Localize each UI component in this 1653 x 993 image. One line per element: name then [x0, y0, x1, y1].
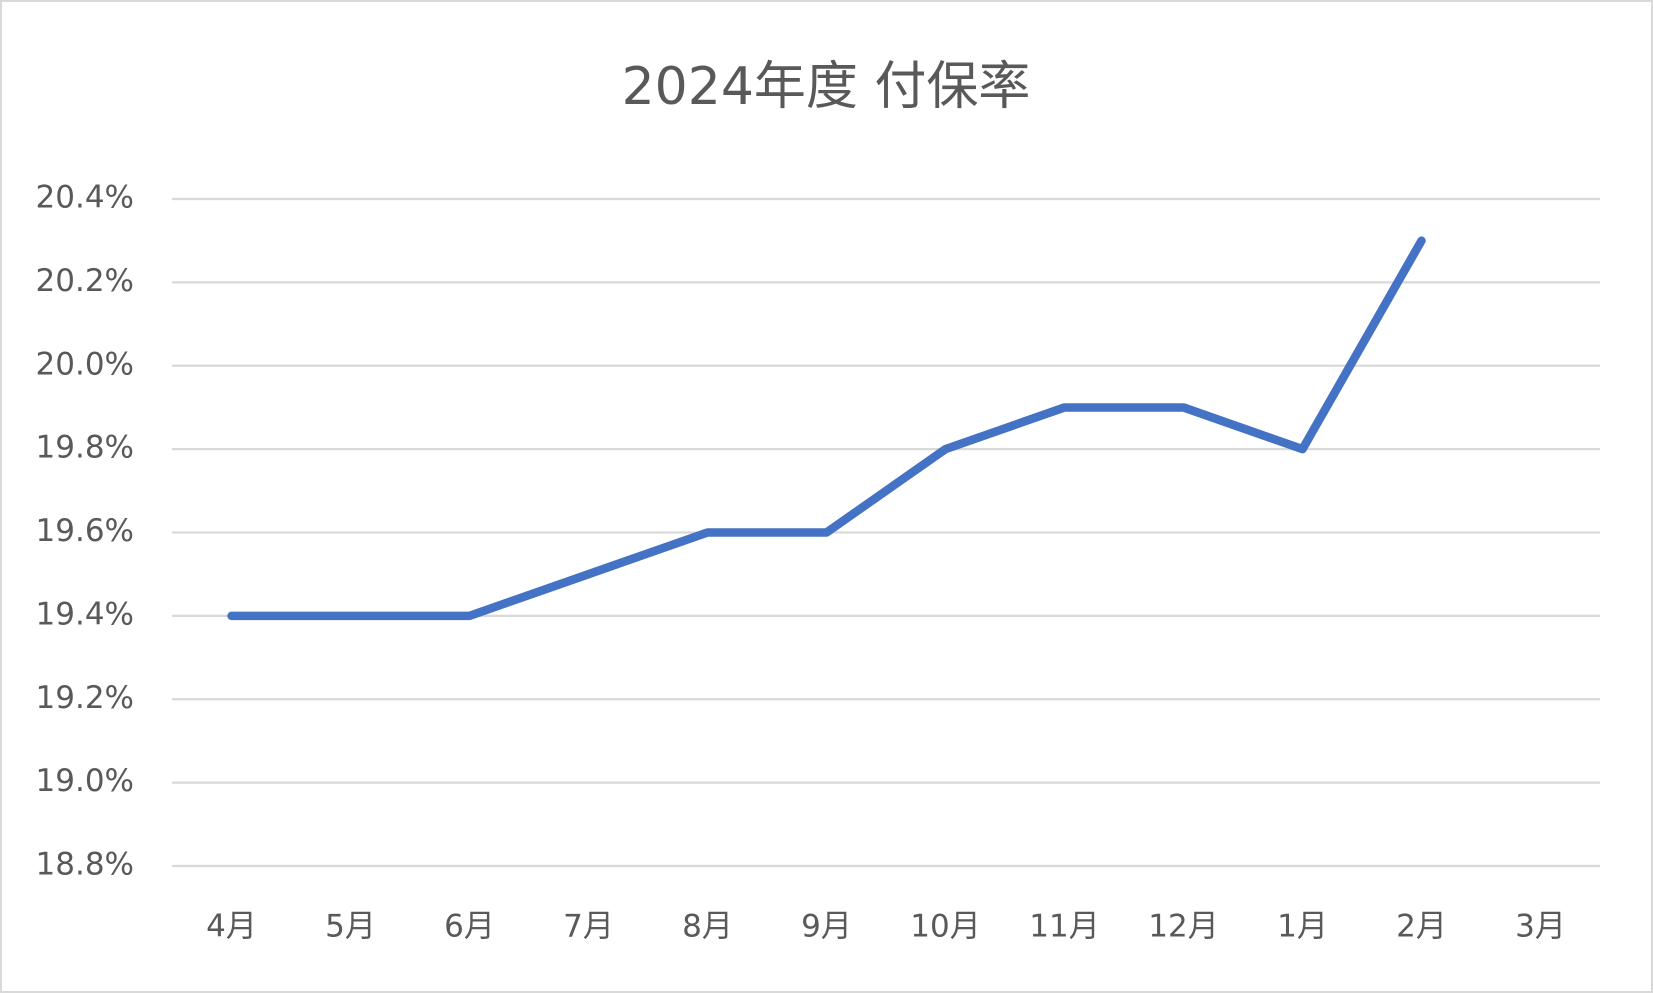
x-tick-label: 10月 — [910, 909, 980, 945]
y-tick-label: 19.0% — [36, 763, 134, 799]
x-tick-label: 7月 — [563, 909, 614, 945]
x-tick-label: 2月 — [1396, 909, 1447, 945]
x-tick-label: 3月 — [1515, 909, 1566, 945]
x-tick-label: 11月 — [1029, 909, 1099, 945]
chart-title: 2024年度 付保率 — [622, 57, 1031, 117]
x-tick-label: 6月 — [444, 909, 495, 945]
x-tick-label: 4月 — [206, 909, 257, 945]
y-tick-label: 19.2% — [36, 680, 134, 716]
x-tick-label: 9月 — [801, 909, 852, 945]
y-tick-label: 19.8% — [36, 430, 134, 466]
x-tick-label: 1月 — [1277, 909, 1328, 945]
data-line — [227, 236, 1426, 621]
y-tick-label: 19.6% — [36, 513, 134, 549]
y-tick-label: 20.2% — [36, 263, 134, 299]
x-tick-label: 8月 — [682, 909, 733, 945]
y-tick-label: 20.0% — [36, 346, 134, 382]
y-tick-label: 18.8% — [36, 847, 134, 883]
x-tick-label: 12月 — [1148, 909, 1218, 945]
y-tick-label: 19.4% — [36, 596, 134, 632]
y-tick-label: 20.4% — [36, 180, 134, 216]
x-tick-label: 5月 — [325, 909, 376, 945]
